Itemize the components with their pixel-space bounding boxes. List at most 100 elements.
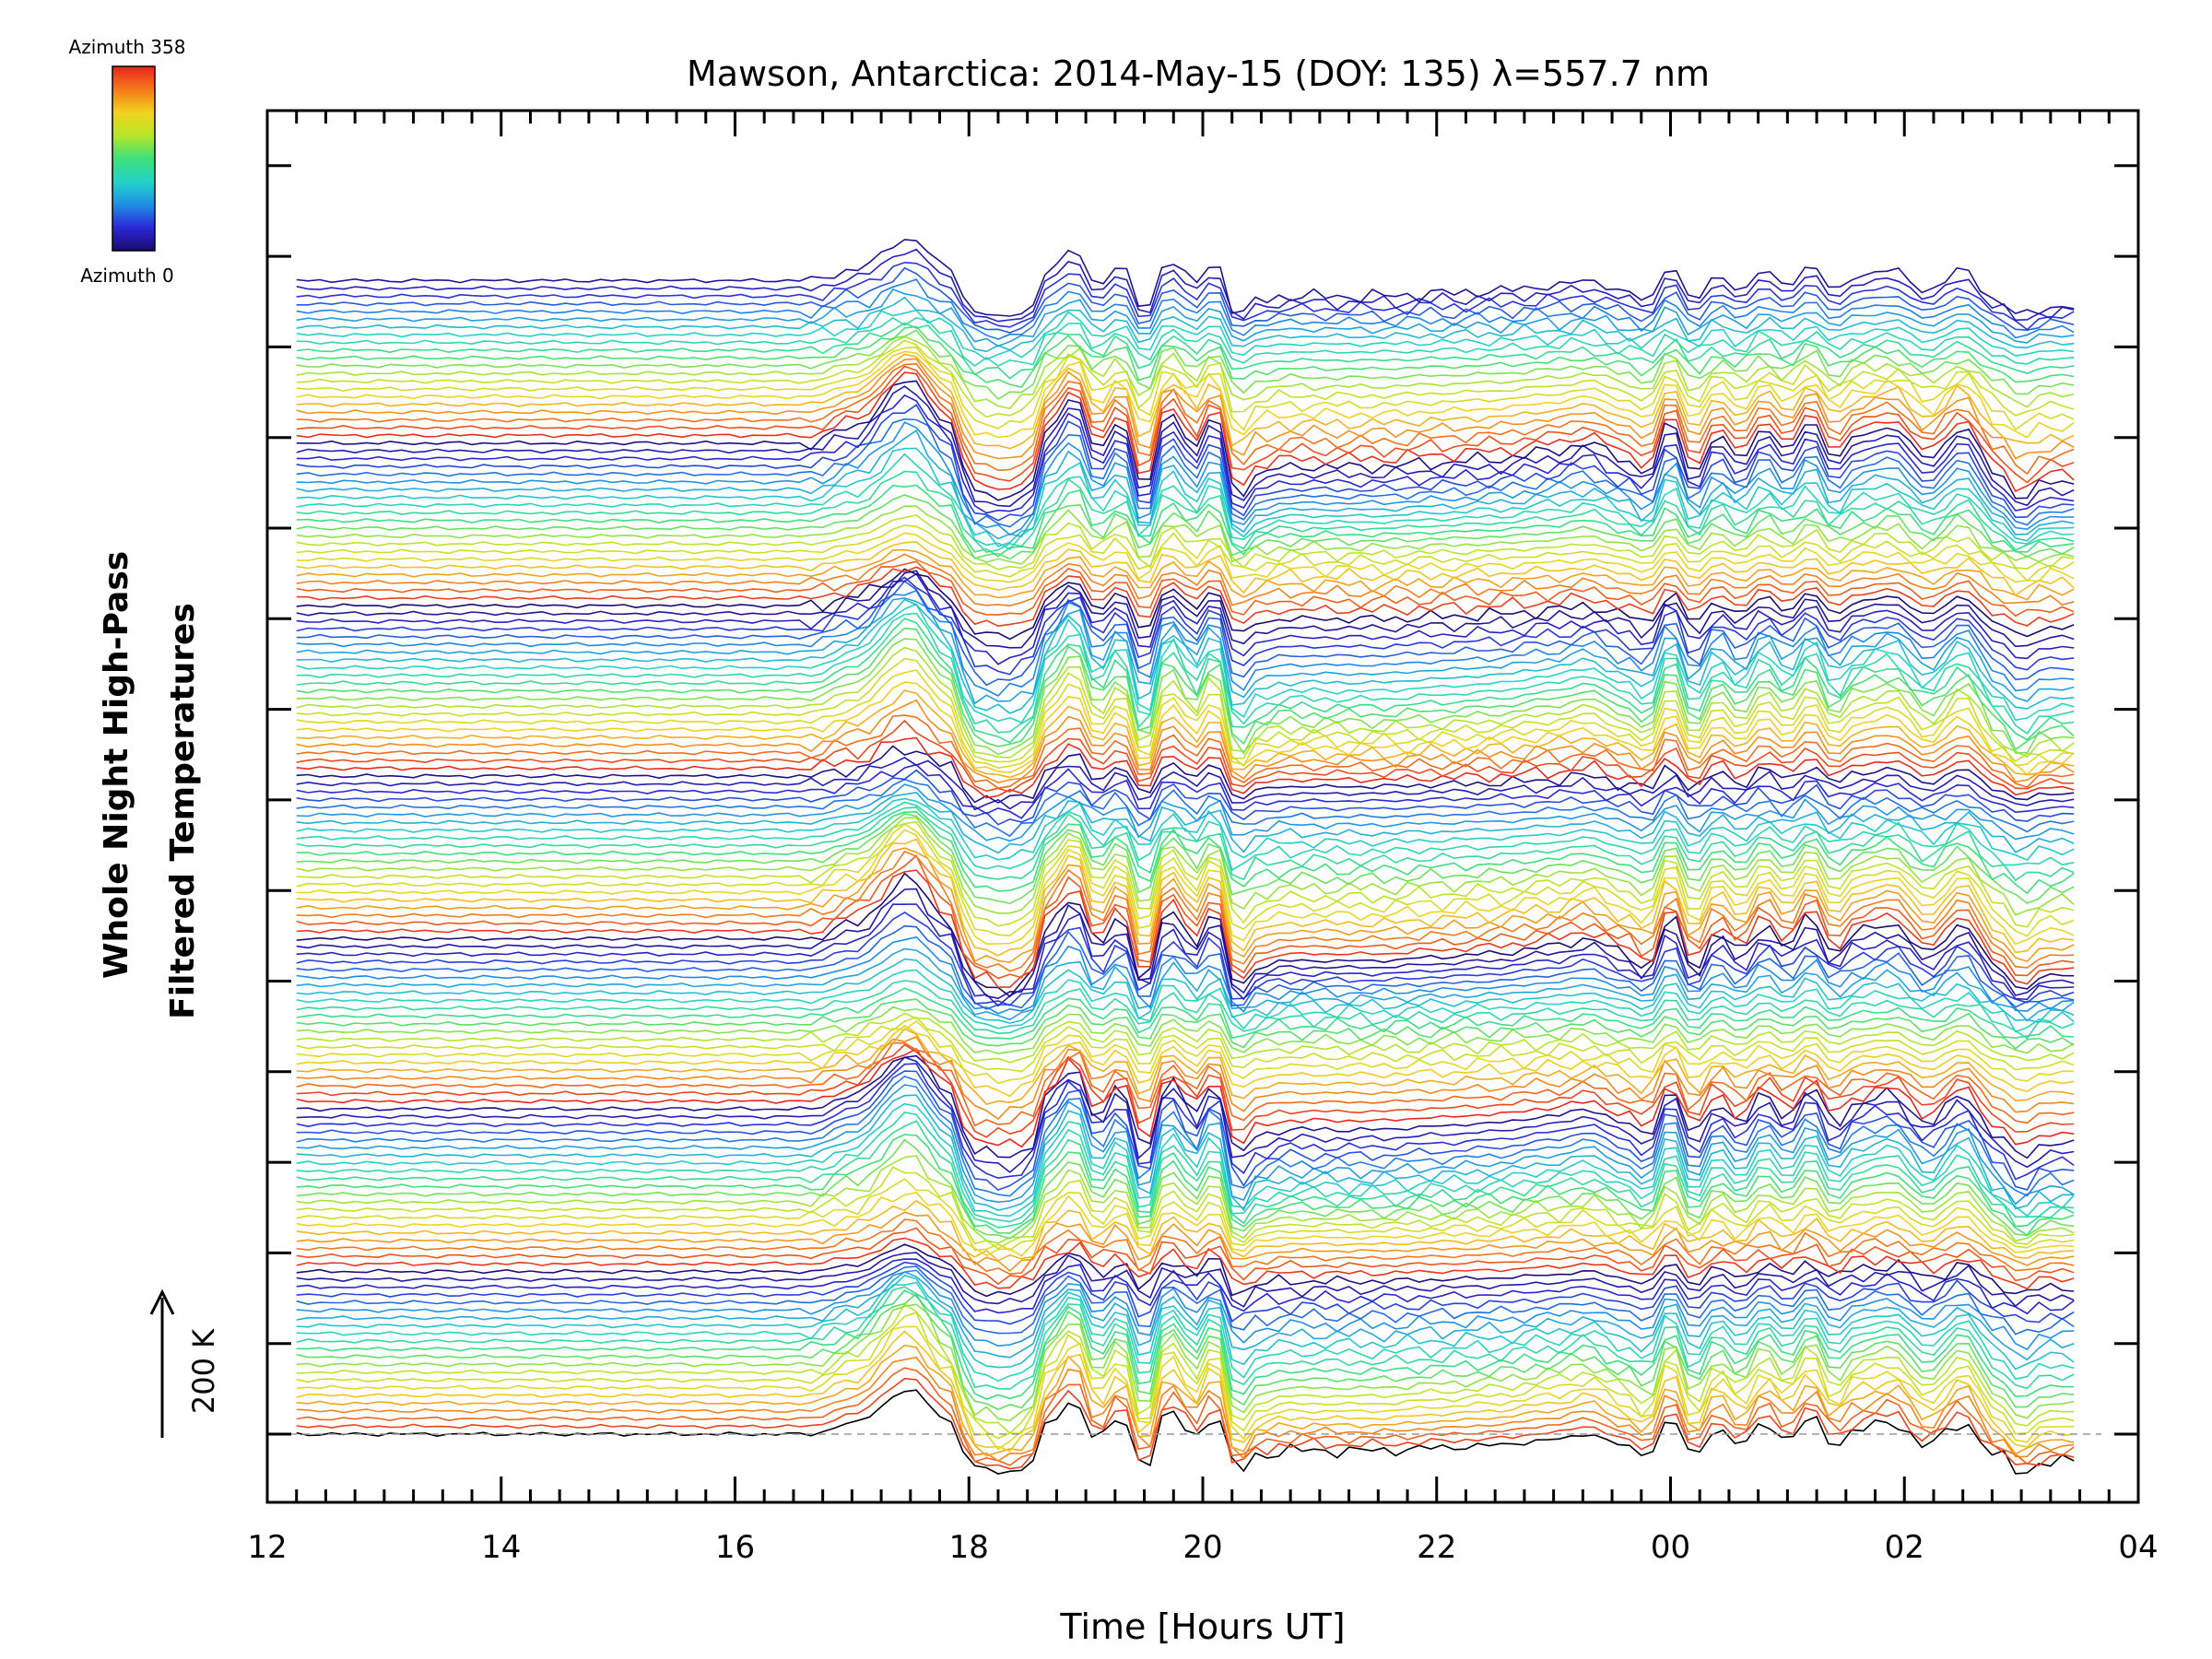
series-line-113	[296, 541, 2075, 596]
x-tick-label: 12	[247, 1529, 287, 1566]
series-line-97	[296, 627, 2075, 751]
series-line-82	[296, 778, 2075, 838]
series-line-124	[296, 421, 2075, 536]
series-line-6	[296, 1330, 2075, 1453]
y-axis-title-line2: Filtered Temperatures	[164, 603, 202, 1019]
series-line-53	[296, 1006, 2075, 1054]
series-line-64	[296, 888, 2075, 1000]
series-line-149	[296, 248, 2075, 323]
x-tick-label: 00	[1651, 1529, 1690, 1566]
series-line-67	[296, 854, 2075, 980]
series-line-76	[296, 810, 2075, 895]
series-line-99	[296, 612, 2075, 735]
series-line-69	[296, 847, 2075, 963]
series-line-60	[296, 935, 2075, 1015]
series-line-103	[296, 589, 2075, 697]
series-line-132	[296, 362, 2075, 476]
series-line-148	[296, 261, 2075, 331]
x-tick-label: 18	[949, 1529, 989, 1566]
series-line-146	[296, 278, 2075, 340]
series-line-88	[296, 719, 2075, 793]
series-line-92	[296, 681, 2075, 776]
series-line-78	[296, 801, 2075, 872]
series-line-109	[296, 566, 2075, 628]
series-line-12	[296, 1289, 2075, 1400]
series-line-47	[296, 1036, 2075, 1121]
series-line-87	[296, 736, 2075, 799]
series-line-4	[296, 1356, 2075, 1462]
x-axis-title: Time [Hours UT]	[1059, 1606, 1345, 1647]
x-tick-label: 14	[481, 1529, 521, 1566]
series-line-55	[296, 987, 2075, 1040]
series-line-37	[296, 1094, 2075, 1212]
series-line-16	[296, 1271, 2075, 1361]
series-line-46	[296, 1041, 2075, 1127]
series-line-125	[296, 418, 2075, 528]
series-line-57	[296, 969, 2075, 1033]
axis-ticks	[265, 111, 2140, 1502]
series-line-122	[296, 447, 2075, 547]
series-line-131	[296, 365, 2075, 484]
series-line-138	[296, 335, 2075, 410]
series-line-133	[296, 358, 2075, 460]
series-line-45	[296, 1043, 2075, 1138]
series-line-9	[296, 1302, 2075, 1435]
series-line-141	[296, 322, 2075, 380]
y-axis-title-line1: Whole Night High-Pass	[98, 551, 135, 979]
series-line-11	[296, 1292, 2075, 1411]
series-line-3	[296, 1367, 2075, 1466]
series-line-112	[296, 548, 2075, 601]
series-line-128	[296, 385, 2075, 508]
series-line-72	[296, 823, 2075, 937]
x-tick-label: 02	[1885, 1529, 1924, 1566]
series-line-70	[296, 838, 2075, 957]
series-line-8	[296, 1311, 2075, 1440]
series-line-36	[296, 1102, 2075, 1218]
series-line-59	[296, 947, 2075, 1022]
series-line-20	[296, 1258, 2075, 1315]
series-line-127	[296, 394, 2075, 514]
series-line-121	[296, 453, 2075, 551]
series-line-17	[296, 1269, 2075, 1351]
series-line-50	[296, 1019, 2075, 1085]
series-line-85	[296, 756, 2075, 811]
series-line-79	[296, 797, 2075, 861]
series-line-75	[296, 812, 2075, 905]
chart-title: Mawson, Antarctica: 2014-May-15 (DOY: 13…	[687, 53, 1710, 94]
series-line-24	[296, 1227, 2075, 1286]
series-line-26	[296, 1211, 2075, 1273]
series-line-41	[296, 1063, 2075, 1181]
series-line-150	[296, 239, 2075, 317]
series-line-74	[296, 817, 2075, 916]
series-line-10	[296, 1303, 2075, 1422]
series-line-120	[296, 470, 2075, 553]
series-line-135	[296, 350, 2075, 439]
series-line-136	[296, 346, 2075, 431]
series-line-21	[296, 1252, 2075, 1308]
series-line-34	[296, 1120, 2075, 1229]
series-line-18	[296, 1265, 2075, 1335]
series-line-107	[296, 570, 2075, 649]
series-line-25	[296, 1218, 2075, 1276]
series-line-66	[296, 869, 2075, 988]
series-line-94	[296, 657, 2075, 763]
series-line-51	[296, 1016, 2075, 1073]
series-line-140	[296, 325, 2075, 389]
scale-label: 200 K	[186, 1328, 221, 1414]
series-line-43	[296, 1054, 2075, 1159]
series-line-81	[296, 783, 2075, 842]
series-line-98	[296, 618, 2075, 744]
series-line-104	[296, 580, 2075, 687]
series-line-100	[296, 603, 2075, 724]
series-line-5	[296, 1344, 2075, 1457]
series-line-123	[296, 429, 2075, 540]
series-line-139	[296, 329, 2075, 401]
series-line-56	[296, 980, 2075, 1040]
series-line-54	[296, 998, 2075, 1050]
series-line-28	[296, 1192, 2075, 1257]
series-line-114	[296, 532, 2075, 583]
x-tick-label: 22	[1417, 1529, 1456, 1566]
series-line-29	[296, 1178, 2075, 1252]
scale-arrow	[149, 1288, 175, 1438]
series-line-77	[296, 806, 2075, 882]
